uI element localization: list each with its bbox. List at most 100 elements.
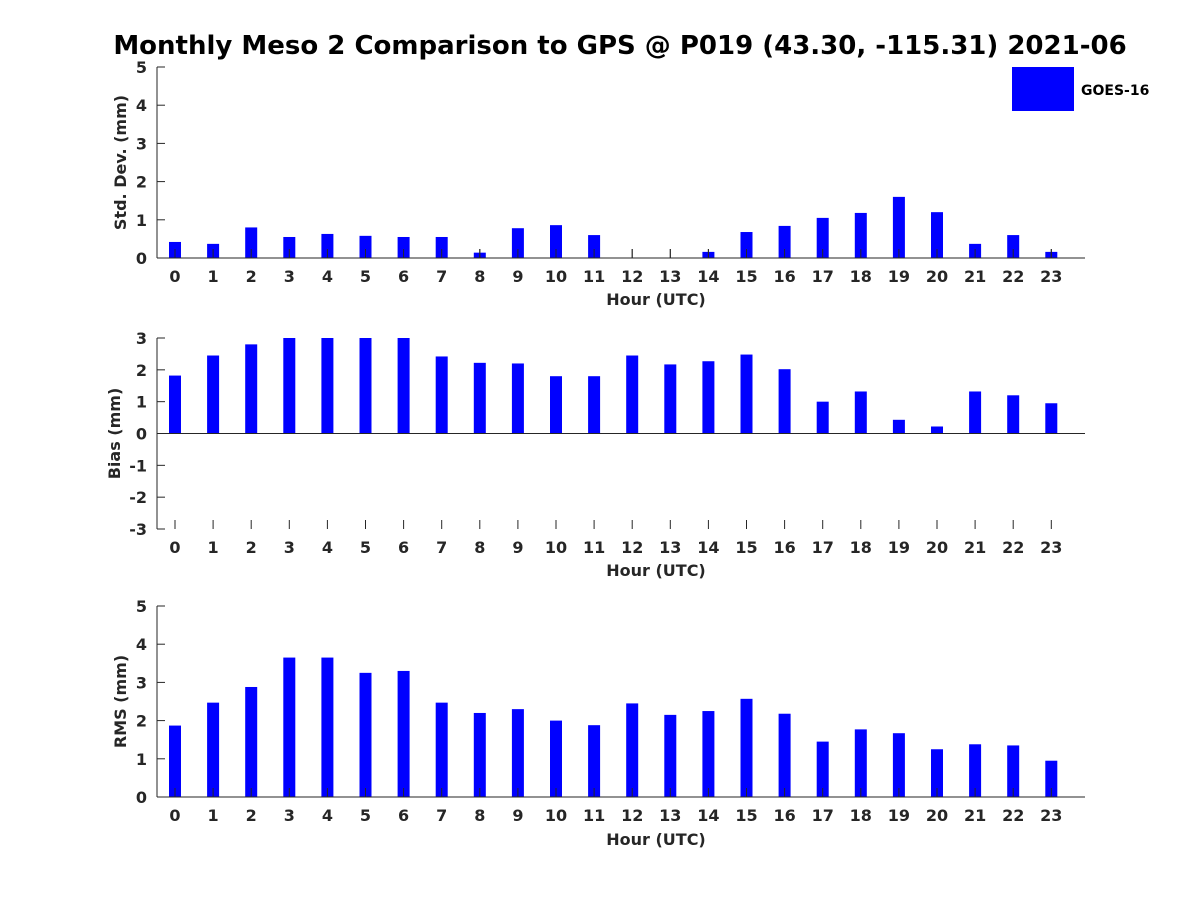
bar-2-hour-20 — [931, 426, 943, 434]
x-tick-label-2-15: 15 — [735, 538, 757, 557]
chart-title: Monthly Meso 2 Comparison to GPS @ P019 … — [113, 31, 1126, 61]
bar-2-hour-8 — [473, 362, 486, 434]
x-tick-label-2-21: 21 — [964, 538, 986, 557]
bar-1-hour-2 — [245, 227, 258, 258]
x-tick-label-2-3: 3 — [284, 538, 295, 557]
bar-1-hour-18 — [854, 212, 867, 258]
y-tick-label-1-2: 2 — [136, 173, 147, 192]
bar-3-hour-3 — [283, 657, 296, 797]
x-tick-label-2-6: 6 — [398, 538, 409, 557]
x-tick-label-3-22: 22 — [1002, 806, 1024, 825]
y-tick-label-1-4: 4 — [136, 96, 147, 115]
x-tick-label-2-22: 22 — [1002, 538, 1024, 557]
x-tick-label-1-9: 9 — [512, 267, 523, 286]
legend-label: GOES-16 — [1081, 83, 1149, 99]
x-tick-label-1-18: 18 — [850, 267, 872, 286]
bar-1-hour-5 — [359, 235, 372, 258]
x-tick-label-3-11: 11 — [583, 806, 605, 825]
bar-1-hour-9 — [511, 228, 524, 258]
x-tick-label-2-7: 7 — [436, 538, 447, 557]
y-tick-label-1-1: 1 — [136, 211, 147, 230]
x-tick-label-1-15: 15 — [735, 267, 757, 286]
y-axis-label-3: RMS (mm) — [111, 655, 130, 748]
x-tick-label-3-19: 19 — [888, 806, 910, 825]
x-tick-label-2-2: 2 — [246, 538, 257, 557]
y-tick-label-1-0: 0 — [136, 249, 147, 268]
x-tick-label-1-14: 14 — [697, 267, 719, 286]
x-axis-label-2: Hour (UTC) — [606, 561, 706, 580]
bar-2-hour-23 — [1045, 403, 1058, 434]
bar-2-hour-15 — [740, 354, 753, 434]
bar-2-hour-5 — [359, 338, 372, 434]
bar-2-hour-22 — [1007, 395, 1020, 434]
x-tick-label-1-21: 21 — [964, 267, 986, 286]
bar-2-hour-7 — [435, 356, 448, 434]
x-tick-label-2-23: 23 — [1040, 538, 1062, 557]
bar-3-hour-11 — [588, 725, 601, 797]
bar-1-hour-15 — [740, 232, 753, 258]
bar-3-hour-16 — [778, 713, 791, 797]
x-tick-label-1-23: 23 — [1040, 267, 1062, 286]
x-tick-label-2-8: 8 — [474, 538, 485, 557]
bar-3-hour-20 — [931, 749, 943, 797]
x-tick-label-2-14: 14 — [697, 538, 719, 557]
x-tick-label-3-8: 8 — [474, 806, 485, 825]
bar-2-hour-12 — [626, 355, 639, 434]
x-tick-label-3-16: 16 — [773, 806, 795, 825]
y-tick-label-1-3: 3 — [136, 134, 147, 153]
bar-2-hour-13 — [664, 364, 677, 434]
x-axis-label-1: Hour (UTC) — [606, 290, 706, 309]
bar-3-hour-12 — [626, 703, 639, 797]
bar-1-hour-16 — [778, 225, 791, 258]
bar-3-hour-19 — [892, 733, 905, 797]
bar-2-hour-9 — [511, 363, 524, 434]
bar-2-hour-4 — [321, 338, 334, 434]
x-tick-label-3-7: 7 — [436, 806, 447, 825]
bar-3-hour-9 — [511, 709, 524, 797]
x-tick-label-1-7: 7 — [436, 267, 447, 286]
x-tick-label-3-20: 20 — [926, 806, 948, 825]
x-tick-label-2-12: 12 — [621, 538, 643, 557]
y-tick-label-2--1: -1 — [129, 456, 147, 475]
bar-3-hour-21 — [969, 744, 982, 797]
x-tick-label-1-8: 8 — [474, 267, 485, 286]
y-tick-label-2-3: 3 — [136, 329, 147, 348]
bar-3-hour-8 — [473, 712, 486, 797]
x-tick-label-2-18: 18 — [850, 538, 872, 557]
x-tick-label-3-18: 18 — [850, 806, 872, 825]
x-tick-label-2-1: 1 — [208, 538, 219, 557]
x-tick-label-1-3: 3 — [284, 267, 295, 286]
x-tick-label-1-10: 10 — [545, 267, 567, 286]
y-tick-label-3-2: 2 — [136, 712, 147, 731]
bar-2-hour-10 — [550, 376, 562, 434]
x-tick-label-3-1: 1 — [208, 806, 219, 825]
bar-1-hour-7 — [435, 236, 448, 258]
bar-1-hour-10 — [550, 225, 562, 258]
y-tick-label-2-1: 1 — [136, 393, 147, 412]
x-tick-label-2-5: 5 — [360, 538, 371, 557]
x-tick-label-3-12: 12 — [621, 806, 643, 825]
bar-1-hour-4 — [321, 233, 334, 258]
bar-2-hour-16 — [778, 369, 791, 434]
bar-1-hour-20 — [931, 212, 943, 258]
bar-3-hour-23 — [1045, 760, 1058, 797]
x-tick-label-2-9: 9 — [512, 538, 523, 557]
bar-3-hour-15 — [740, 698, 753, 797]
bar-3-hour-0 — [169, 725, 181, 797]
bar-2-hour-19 — [892, 419, 905, 434]
x-tick-label-1-4: 4 — [322, 267, 333, 286]
bar-2-hour-6 — [397, 338, 410, 434]
bar-3-hour-4 — [321, 657, 334, 797]
x-tick-label-2-0: 0 — [169, 538, 180, 557]
legend: GOES-16 — [1012, 67, 1149, 111]
bar-3-hour-5 — [359, 672, 372, 797]
y-tick-label-2-0: 0 — [136, 425, 147, 444]
bar-3-hour-6 — [397, 670, 410, 797]
x-tick-label-2-20: 20 — [926, 538, 948, 557]
x-tick-label-3-23: 23 — [1040, 806, 1062, 825]
